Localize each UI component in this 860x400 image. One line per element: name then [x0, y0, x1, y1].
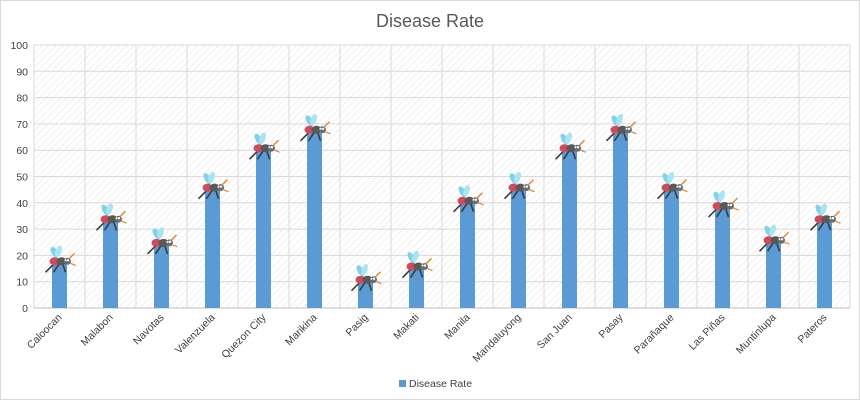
x-tick-label: Pasay [596, 311, 626, 341]
bar [52, 263, 67, 308]
legend-swatch [399, 380, 406, 387]
bar [358, 281, 373, 308]
y-tick-label: 70 [16, 119, 28, 131]
x-tick-label: Las Piñas [687, 312, 728, 353]
x-tick-label: Valenzuela [173, 312, 218, 357]
y-tick-label: 90 [16, 66, 28, 78]
x-tick-label: San Juan [535, 312, 575, 352]
y-axis: 0 10 20 30 40 50 60 70 80 90 100 [10, 40, 28, 315]
x-tick-label: Mandaluyong [471, 312, 524, 365]
chart-title: Disease Rate [376, 11, 484, 31]
bar [562, 150, 577, 308]
x-tick-label: Makati [391, 312, 421, 342]
bar [205, 189, 220, 308]
gridlines [33, 44, 851, 309]
x-tick-label: Manila [442, 312, 472, 342]
y-tick-label: 50 [16, 172, 28, 184]
bar [307, 131, 322, 308]
bar [766, 242, 781, 308]
x-tick-label: Pateros [796, 312, 830, 346]
x-tick-label: Pasig [344, 312, 371, 339]
bars [44, 112, 842, 308]
bar [460, 202, 475, 308]
y-tick-label: 40 [16, 198, 28, 210]
bar [154, 244, 169, 308]
y-tick-label: 30 [16, 224, 28, 236]
legend-label: Disease Rate [409, 378, 472, 390]
bar [256, 150, 271, 308]
x-axis: Caloocan Malabon Navotas Valenzuela Quezon C… [25, 311, 830, 365]
y-tick-label: 20 [16, 250, 28, 262]
bar [715, 208, 730, 308]
x-tick-label: Malabon [79, 312, 116, 349]
bar [664, 189, 679, 308]
y-tick-label: 10 [16, 277, 28, 289]
x-tick-label: Parañaque [632, 312, 677, 357]
x-tick-label: Quezon City [219, 311, 269, 361]
bar [817, 221, 832, 308]
x-tick-label: Marikina [283, 312, 320, 349]
bar [409, 268, 424, 308]
y-tick-label: 0 [22, 303, 28, 315]
y-tick-label: 80 [16, 93, 28, 105]
x-tick-label: Muntinlupa [734, 312, 779, 357]
bar [103, 221, 118, 308]
x-tick-label: Caloocan [25, 312, 65, 352]
x-tick-label: Navotas [131, 312, 167, 348]
y-tick-label: 60 [16, 145, 28, 157]
y-tick-label: 100 [10, 40, 28, 52]
bar [613, 131, 628, 308]
legend: Disease Rate [399, 378, 472, 390]
bar [511, 189, 526, 308]
